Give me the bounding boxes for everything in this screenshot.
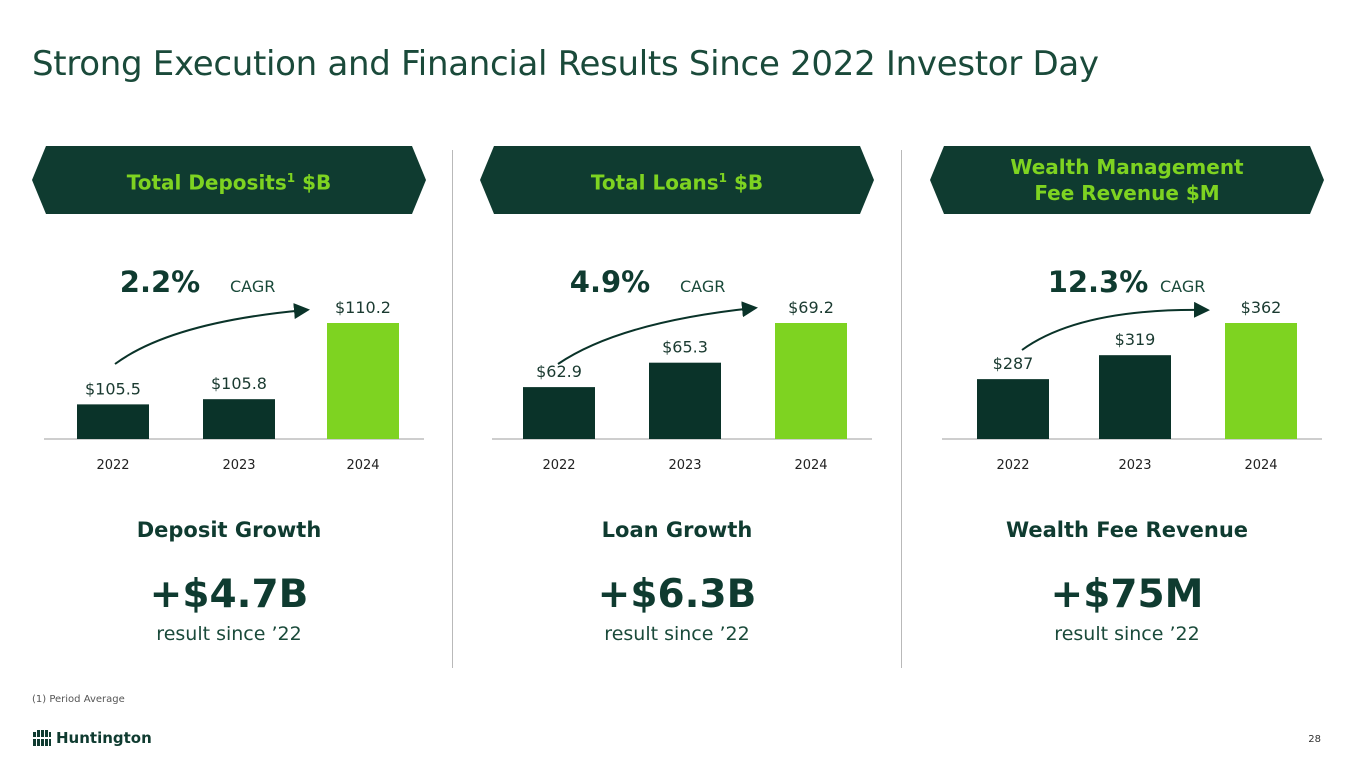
x-tick-label-2022: 2022: [96, 458, 129, 473]
cagr-arrow: [114, 303, 310, 365]
metric-value: +$4.7B: [149, 572, 309, 617]
wealth-fee-bar-chart: 12.3% CAGR $287 2022 $319 2023 $362 2024: [942, 265, 1322, 473]
banner-title-unit: $B: [726, 170, 764, 195]
page-number: 28: [1308, 734, 1321, 745]
footnote: (1) Period Average: [32, 694, 125, 705]
metric-value: +$75M: [1050, 572, 1204, 617]
banner-title-unit: $B: [295, 170, 332, 195]
x-tick-label-2023: 2023: [668, 458, 701, 473]
metric-subtitle: result since ’22: [1054, 623, 1200, 645]
banner-footnote-marker: 1: [718, 170, 727, 185]
divider-right: [901, 150, 902, 668]
x-tick-label-2024: 2024: [1244, 458, 1277, 473]
x-tick-label-2023: 2023: [1118, 458, 1151, 473]
data-label-2024: $362: [1241, 298, 1282, 317]
bar-2024: [327, 323, 399, 439]
cagr-label: CAGR: [230, 277, 275, 296]
bar-2022: [77, 404, 149, 439]
panel-deposits: Total Deposits1 $B 2.2% CAGR $105.5 2022 $…: [32, 146, 426, 666]
banner-title: Total Loans1 $B: [480, 146, 874, 214]
loans-bar-chart: 4.9% CAGR $62.9 2022 $65.3 2023 $69.2 2024: [492, 265, 872, 473]
bar-2024: [775, 323, 847, 439]
huntington-logo: Huntington: [32, 728, 152, 748]
panel-banner: Wealth Management Fee Revenue $M: [930, 146, 1324, 214]
data-label-2022: $105.5: [85, 379, 141, 398]
page-title: Strong Execution and Financial Results S…: [32, 44, 1099, 84]
panel-banner: Total Deposits1 $B: [32, 146, 426, 214]
banner-title: Wealth Management Fee Revenue $M: [930, 146, 1324, 214]
cagr-arrow: [1021, 301, 1210, 351]
metric-label: Deposit Growth: [136, 518, 322, 542]
panel-wealth: Wealth Management Fee Revenue $M 12.3% C…: [930, 146, 1324, 666]
banner-footnote-marker: 1: [286, 170, 296, 185]
data-label-2022: $62.9: [536, 362, 582, 381]
bar-2024: [1225, 323, 1297, 439]
banner-title-text: Total Loans: [590, 170, 719, 195]
divider-left: [452, 150, 453, 668]
banner-shape: [32, 146, 426, 214]
x-tick-label-2022: 2022: [996, 458, 1029, 473]
metric-label: Loan Growth: [601, 518, 753, 542]
data-label-2024: $69.2: [788, 298, 834, 317]
panel-loans: Total Loans1 $B 4.9% CAGR $62.9 2022 $65.3…: [480, 146, 874, 666]
data-label-2022: $287: [993, 354, 1034, 373]
x-tick-label-2022: 2022: [542, 458, 575, 473]
cagr-label: CAGR: [680, 277, 725, 296]
banner-shape: [480, 146, 874, 214]
data-label-2024: $110.2: [335, 298, 391, 317]
banner-title: Total Deposits1 $B: [32, 146, 426, 214]
x-tick-label-2024: 2024: [794, 458, 827, 473]
logo-text: Huntington: [56, 729, 152, 747]
metric-label: Wealth Fee Revenue: [1005, 518, 1249, 542]
cagr-value: 4.9%: [570, 265, 650, 299]
cagr-value: 12.3%: [1048, 265, 1149, 299]
bar-2023: [649, 362, 721, 439]
cagr-label: CAGR: [1160, 277, 1205, 296]
data-label-2023: $65.3: [662, 338, 708, 357]
banner-shape: [930, 146, 1324, 214]
deposits-bar-chart: 2.2% CAGR $105.5 2022 $105.8 2023 $110.2 2024: [44, 265, 424, 473]
cagr-arrow: [557, 301, 758, 365]
metric-subtitle: result since ’22: [604, 623, 750, 645]
bar-2022: [523, 387, 595, 439]
data-label-2023: $319: [1115, 330, 1156, 349]
metric-value: +$6.3B: [597, 572, 757, 617]
metric-subtitle: result since ’22: [156, 623, 302, 645]
cagr-value: 2.2%: [120, 265, 200, 299]
banner-title-text: Wealth Management Fee Revenue $M: [1010, 155, 1244, 205]
bar-2022: [977, 379, 1049, 439]
x-tick-label-2024: 2024: [346, 458, 379, 473]
x-tick-label-2023: 2023: [222, 458, 255, 473]
panel-banner: Total Loans1 $B: [480, 146, 874, 214]
banner-title-text: Total Deposits: [126, 170, 287, 195]
bar-2023: [203, 399, 275, 439]
bar-2023: [1099, 355, 1171, 439]
huntington-logo-icon: [33, 730, 51, 746]
data-label-2023: $105.8: [211, 374, 267, 393]
